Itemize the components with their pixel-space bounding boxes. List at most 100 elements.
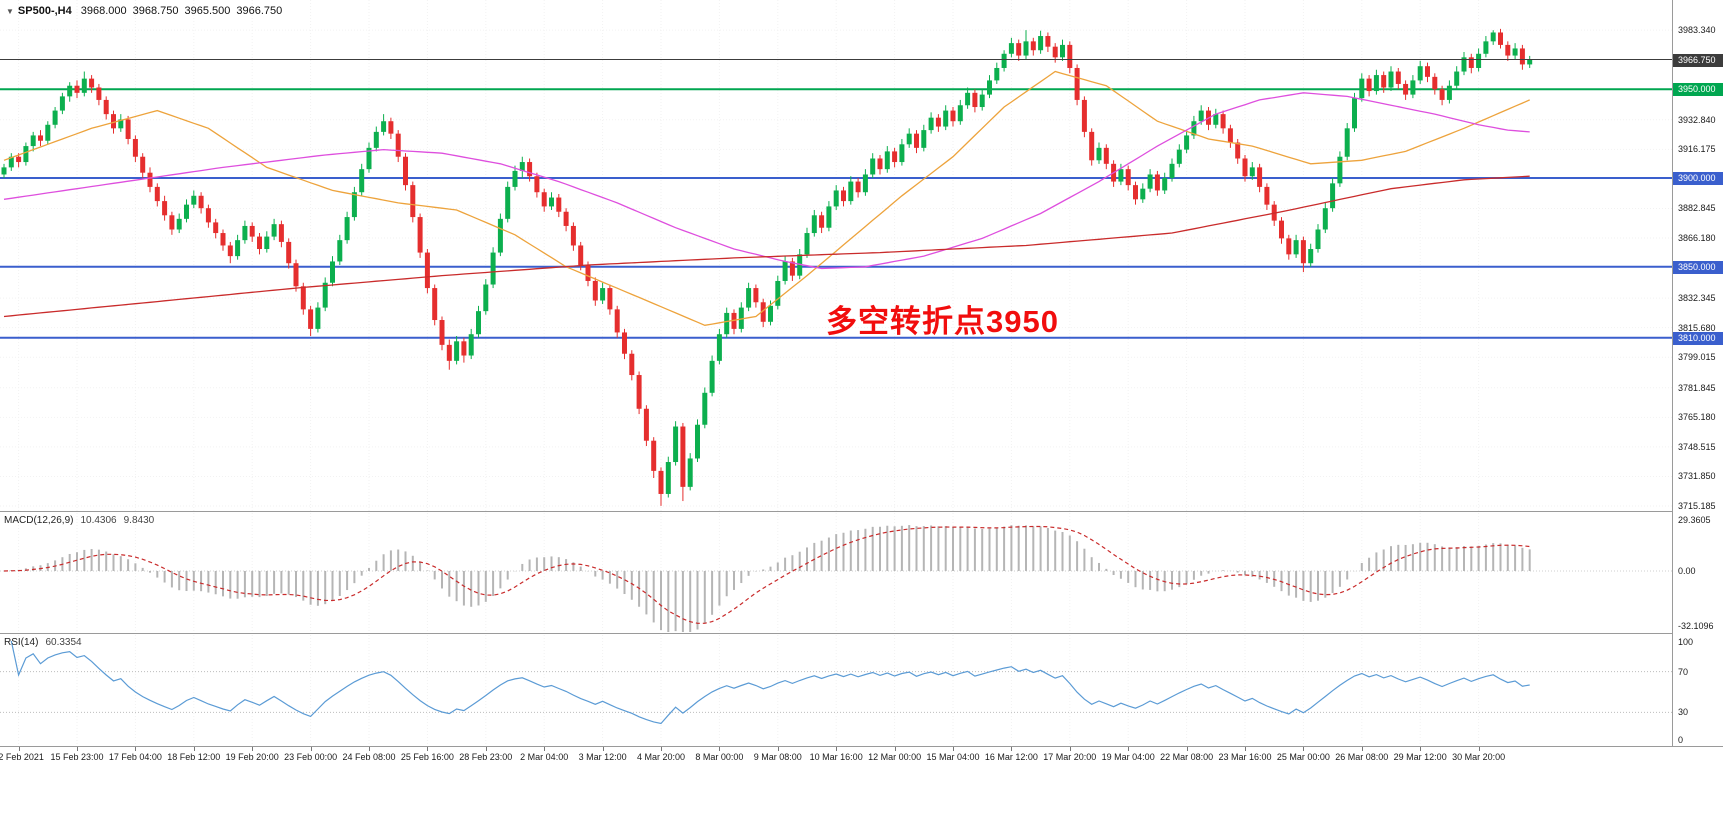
candle-body — [658, 470, 664, 494]
price-axis-label: 3832.345 — [1678, 293, 1716, 304]
time-tick — [1420, 747, 1422, 751]
candle-body — [950, 110, 956, 122]
candle-body — [417, 217, 423, 253]
candle-body — [1096, 147, 1102, 161]
candle-body — [1008, 43, 1014, 54]
macd-axis-label: -32.1096 — [1678, 621, 1714, 631]
candle-body — [1147, 174, 1153, 189]
rsi-panel[interactable] — [0, 635, 1672, 745]
candle-body — [570, 225, 576, 246]
candle-body — [811, 215, 817, 234]
candle-body — [826, 206, 832, 228]
rsi-indicator-label: RSI(14) 60.3354 — [4, 637, 82, 648]
macd-panel[interactable] — [0, 513, 1672, 634]
candle-body — [862, 174, 868, 193]
candle-body — [1483, 41, 1489, 54]
price-axis-box-3810.000: 3810.000 — [1673, 331, 1723, 345]
time-label: 22 Mar 08:00 — [1160, 752, 1214, 762]
ohlc-high: 3968.750 — [132, 5, 179, 17]
candle-body — [1133, 185, 1138, 200]
time-tick — [252, 747, 254, 751]
candle-body — [1417, 66, 1423, 81]
candle-body — [1184, 135, 1190, 150]
macd-value-signal: 9.8430 — [123, 515, 155, 526]
candle-body — [1030, 41, 1036, 51]
chart-menu-icon[interactable]: ▼ — [6, 7, 14, 16]
candle-body — [359, 169, 365, 193]
time-tick — [193, 747, 195, 751]
candle-body — [45, 124, 51, 141]
time-label: 30 Mar 20:00 — [1452, 752, 1506, 762]
price-axis-label: 3983.340 — [1678, 25, 1716, 36]
time-tick — [719, 747, 721, 751]
candle-body — [629, 353, 635, 376]
candle-body — [1279, 220, 1284, 239]
candle-body — [1425, 66, 1430, 77]
time-tick — [602, 747, 604, 751]
candle-body — [1403, 83, 1409, 95]
time-tick — [1011, 747, 1013, 751]
candle-body — [716, 334, 722, 361]
panel-divider-macd-rsi[interactable] — [0, 633, 1723, 634]
time-label: 15 Mar 04:00 — [926, 752, 980, 762]
candle-body — [30, 135, 36, 147]
rsi-axis-label: 30 — [1678, 707, 1689, 718]
candle-body — [162, 201, 168, 216]
candle-body — [461, 341, 467, 356]
candle-body — [673, 426, 679, 463]
time-tick — [369, 747, 370, 751]
rsi-axis-label: 100 — [1678, 637, 1694, 647]
slow-ma-line — [3, 175, 1530, 318]
candle-body — [446, 344, 452, 361]
annotation-text[interactable]: 多空转折点3950 — [826, 304, 1059, 339]
candle-body — [476, 311, 481, 335]
candle-body — [1461, 57, 1467, 72]
candle-body — [344, 217, 350, 241]
candle-body — [1213, 114, 1219, 125]
candle-body — [257, 236, 262, 250]
candle-body — [892, 151, 898, 163]
macd-axis-label: 0.00 — [1678, 565, 1696, 576]
candle-body — [227, 245, 233, 257]
time-axis[interactable]: 12 Feb 2021 15 Feb 23:00 17 Feb 04:00 18 Fe… — [0, 747, 1723, 769]
candle-body — [928, 117, 934, 131]
macd-axis-label: 29.3605 — [1678, 515, 1711, 525]
candle-body — [1052, 46, 1058, 58]
price-axis-label: 3799.015 — [1678, 352, 1716, 363]
panel-divider-main-macd[interactable] — [0, 511, 1723, 512]
candle-body — [1454, 71, 1460, 86]
price-axis-label: 3815.680 — [1678, 322, 1716, 333]
candle-body — [81, 78, 87, 93]
candle-body — [768, 305, 773, 322]
candle-body — [1512, 48, 1518, 56]
candle-body — [337, 240, 343, 262]
candle-body — [935, 117, 941, 127]
main-chart-panel[interactable] — [0, 0, 1672, 511]
candle-body — [819, 215, 825, 228]
candle-body — [651, 440, 657, 471]
candle-body — [381, 121, 387, 132]
time-tick — [485, 747, 487, 751]
candle-body — [308, 309, 314, 329]
ohlc-low: 3965.500 — [184, 5, 231, 17]
fast-ma-line — [3, 70, 1530, 326]
time-label: 9 Mar 08:00 — [753, 752, 802, 762]
price-axis[interactable]: 3983.340 3932.840 3916.175 3882.845 3866.180… — [1672, 0, 1723, 746]
candle-body — [1016, 43, 1022, 56]
candle-body — [96, 87, 102, 100]
candles — [1, 28, 1533, 506]
mid-ma-line — [3, 92, 1530, 270]
candle-body — [709, 360, 715, 393]
candle-body — [1468, 57, 1474, 68]
chart-symbol-period: SP500-,H4 — [17, 5, 72, 17]
candle-body — [330, 261, 335, 283]
candle-body — [1154, 174, 1160, 191]
candle-body — [1366, 78, 1372, 92]
price-axis-label: 3916.175 — [1678, 144, 1716, 155]
candle-body — [957, 105, 963, 122]
candle-body — [1118, 169, 1124, 182]
candle-body — [468, 334, 474, 356]
candle-body — [1067, 44, 1073, 68]
candle-body — [111, 114, 116, 129]
